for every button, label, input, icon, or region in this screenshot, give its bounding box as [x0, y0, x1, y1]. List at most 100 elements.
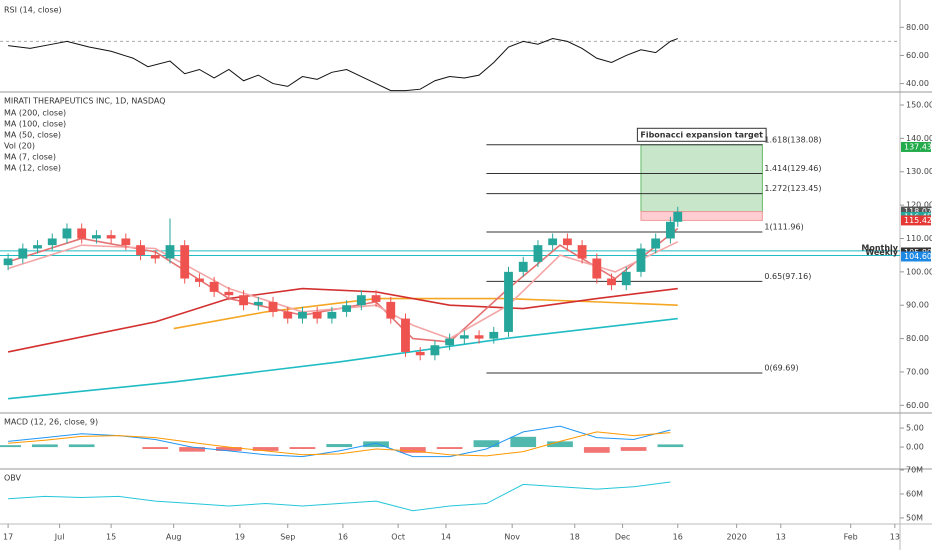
series-line — [8, 431, 671, 457]
candle-body — [548, 238, 558, 246]
candle-body — [651, 238, 661, 249]
x-tick-label: Feb — [844, 533, 858, 542]
candle-body — [430, 345, 440, 356]
panel — [8, 481, 671, 512]
fib-label: 1.618(138.08) — [764, 135, 821, 144]
candle-body — [673, 211, 683, 222]
candle-body — [312, 311, 322, 319]
legend-entry: MA (100, close) — [4, 120, 66, 129]
panel-title: MIRATI THERAPEUTICS INC, 1D, NASDAQ — [4, 97, 166, 106]
x-tick-label: 13 — [890, 533, 900, 542]
histogram-bar — [252, 447, 279, 451]
candle-body — [239, 295, 248, 306]
fib-label: 0.65(97.16) — [764, 272, 811, 281]
level-label: Weekly — [865, 248, 898, 257]
candle-body — [577, 245, 587, 259]
candle-body — [3, 258, 13, 266]
x-tick-label: Nov — [504, 533, 520, 542]
candle-body — [106, 235, 116, 239]
histogram-bar — [179, 447, 205, 452]
candle-body — [121, 238, 131, 246]
candle-body — [47, 238, 57, 246]
x-tick-label: Dec — [615, 533, 630, 542]
fib-label: 1(111.96) — [764, 222, 803, 231]
level-label: Monthly — [861, 243, 898, 252]
y-tick-label: 5.00 — [906, 424, 924, 433]
candle-body — [445, 338, 455, 346]
stop-zone — [640, 211, 763, 221]
candle-body — [18, 248, 28, 259]
histogram-bar — [142, 447, 169, 449]
candle-body — [607, 278, 616, 286]
histogram-bar — [326, 444, 353, 448]
histogram-bar — [510, 436, 537, 448]
price-tag — [901, 251, 931, 262]
histogram-bar — [583, 447, 610, 453]
candle-body — [62, 228, 72, 239]
y-tick-label: 100.00 — [906, 267, 932, 276]
histogram-bar — [620, 447, 647, 451]
candle-body — [621, 271, 631, 286]
price-tag-label: 104.60 — [904, 252, 932, 261]
legend-entry: Vol (20) — [4, 142, 35, 151]
histogram-bar — [289, 447, 316, 449]
x-tick-label: 14 — [441, 533, 451, 542]
histogram-bar — [0, 445, 21, 448]
candle-body — [165, 245, 175, 259]
price-tag-label: 118.07 — [904, 207, 932, 216]
candle-body — [136, 245, 145, 256]
candle-body — [533, 245, 543, 262]
candle-body — [504, 271, 513, 332]
candle-body — [224, 291, 234, 296]
panel-title: RSI (14, close) — [4, 6, 62, 15]
candle-body — [592, 258, 602, 279]
candle-body — [356, 295, 366, 306]
legend-entry: MA (200, close) — [4, 109, 66, 118]
y-tick-label: 60.00 — [906, 401, 929, 410]
annotation: Fibonacci expansion target — [640, 130, 763, 139]
x-tick-label: 2020 — [726, 533, 746, 542]
y-tick-label: 60.00 — [906, 51, 929, 60]
candle-body — [33, 245, 42, 249]
y-tick-label: 0.00 — [906, 443, 924, 452]
x-tick-label: Sep — [280, 533, 295, 542]
y-tick-label: 60M — [906, 489, 923, 498]
annotation-box — [636, 127, 767, 142]
series-line — [7, 287, 678, 353]
x-tick-label: 16 — [673, 533, 683, 542]
histogram-bar — [363, 441, 389, 448]
x-tick-label: 16 — [338, 533, 348, 542]
candle-body — [562, 238, 572, 246]
x-tick-label: Aug — [166, 533, 182, 542]
fib-label: 0(69.69) — [764, 363, 798, 372]
legend-entry: MA (50, close) — [4, 131, 61, 140]
series-line — [8, 317, 678, 400]
candle-body — [91, 235, 101, 239]
histogram-bar — [657, 444, 684, 448]
x-tick-label: Oct — [391, 533, 405, 542]
y-tick-label: 140.00 — [906, 134, 932, 143]
y-tick-label: 70.00 — [906, 367, 929, 376]
candle-body — [253, 301, 263, 306]
candle-body — [150, 255, 160, 259]
candle-body — [180, 245, 190, 279]
y-tick-label: 150.00 — [906, 101, 932, 110]
fib-label: 1.272(123.45) — [764, 184, 821, 193]
y-tick-label: 70M — [906, 466, 923, 475]
y-tick-label: 50M — [906, 513, 923, 522]
candle-body — [342, 305, 352, 312]
histogram-bar — [68, 444, 95, 448]
candle-body — [474, 335, 484, 339]
x-tick-label: 17 — [3, 533, 13, 542]
panel — [0, 38, 900, 92]
histogram-bar — [32, 444, 58, 448]
x-tick-label: 18 — [570, 533, 580, 542]
candle-body — [209, 281, 219, 292]
price-tag — [901, 215, 931, 226]
candle-body — [489, 331, 499, 339]
panel-title: MACD (12, 26, close, 9) — [4, 418, 98, 427]
candle-body — [283, 311, 293, 319]
histogram-bar — [215, 447, 242, 451]
y-tick-label: 110.00 — [906, 234, 932, 243]
